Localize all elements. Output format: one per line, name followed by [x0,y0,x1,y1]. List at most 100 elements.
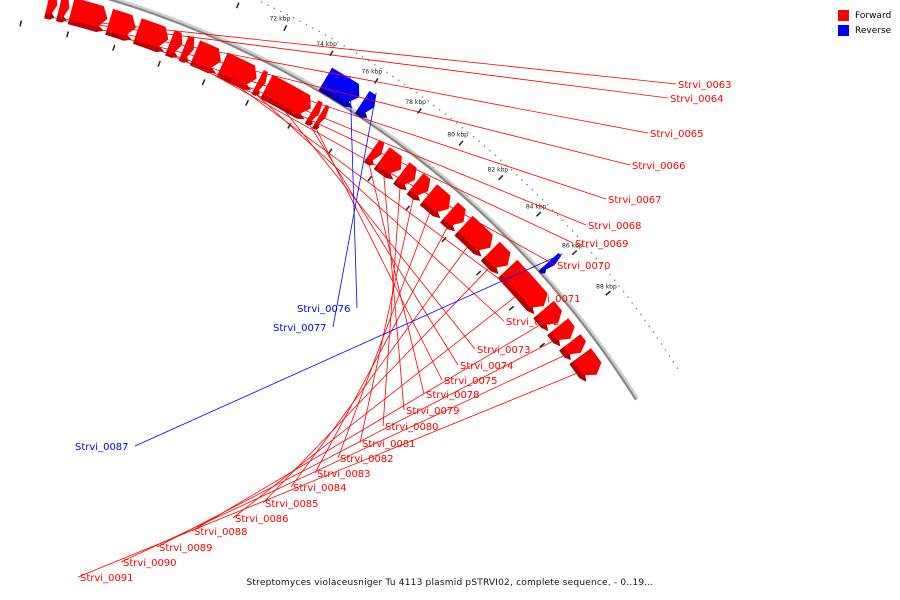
gene-shadow [569,360,587,382]
gene-label[interactable]: Strvi_0085 [265,499,319,510]
dot-mark [415,92,418,94]
gene-label[interactable]: Strvi_0091 [80,573,134,584]
tick-mark-outer [235,2,240,9]
leader-line [282,108,476,350]
dot-mark [337,41,339,43]
dot-mark [500,159,502,161]
gene-arrow [320,67,360,103]
gene-label[interactable]: Strvi_0078 [426,390,480,401]
gene-label[interactable]: Strvi_0069 [575,239,629,250]
gene-strvi-0074[interactable] [304,100,323,126]
gene-strvi-0087[interactable] [538,252,562,274]
gene-strvi-0063[interactable] [44,0,58,20]
gene-label[interactable]: Strvi_0082 [340,454,394,465]
dot-mark [510,169,513,171]
gene-label[interactable]: Strvi_0088 [194,527,248,538]
gene-label[interactable]: Strvi_0070 [557,261,611,272]
gene-label[interactable]: Strvi_0073 [477,345,531,356]
gene-strvi-0077[interactable] [354,90,377,118]
gene-label[interactable]: Strvi_0063 [678,80,732,91]
dot-mark [613,279,616,281]
leader-line [332,92,377,328]
gene-label[interactable]: Strvi_0084 [293,483,347,494]
dot-mark [324,34,327,36]
leader-line [61,20,669,99]
tick-mark-outer [458,140,464,146]
gene-label[interactable]: Strvi_0086 [235,514,289,525]
dot-mark [556,214,559,216]
gene-label[interactable]: Strvi_0075 [444,376,498,387]
gene-strvi-0090[interactable] [559,334,586,361]
gene-label[interactable]: Strvi_0072 [506,317,560,328]
gene-label[interactable]: Strvi_0089 [159,543,213,554]
gene-label[interactable]: Strvi_0079 [406,406,460,417]
dot-mark [433,104,435,107]
dot-mark [656,337,659,339]
leader-line [148,46,607,200]
gene-strvi-0067[interactable] [133,18,169,52]
gene-label[interactable]: Strvi_0080 [385,422,439,433]
dot-mark [640,313,642,316]
gene-label[interactable]: Strvi_0090 [123,558,177,569]
gene-strvi-0079[interactable] [373,147,402,180]
tick-mark-outer [283,25,288,32]
gene-strvi-0083[interactable] [440,202,466,232]
gene-label[interactable]: Strvi_0067 [608,195,662,206]
gene-arrow [262,74,311,115]
tick-mark-inner [367,175,373,182]
gene-strvi-0089[interactable] [547,318,575,347]
gene-strvi-0084[interactable] [454,215,493,257]
gene-arrow [307,100,323,122]
tick-label: 74 kbp [316,41,337,48]
dot-mark [478,140,480,143]
dot-mark [595,257,598,259]
gene-label[interactable]: Strvi_0077 [273,323,327,334]
tick-label: 80 kbp [447,132,468,139]
gene-label[interactable]: Strvi_0065 [650,129,704,140]
gene-strvi-0085[interactable] [480,241,511,275]
gene-strvi-0072[interactable] [251,70,268,96]
gene-label[interactable]: Strvi_0074 [460,361,514,372]
gene-strvi-0076[interactable] [318,67,360,108]
dot-mark [676,367,679,369]
gene-shadow [547,330,561,347]
gene-strvi-0070[interactable] [189,40,221,74]
legend-reverse: Reverse [838,23,891,38]
gene-shadow [533,313,549,332]
dot-mark [267,4,269,6]
gene-strvi-0086[interactable] [497,259,548,315]
gene-strvi-0091[interactable] [569,348,602,382]
leader-line [85,26,649,134]
dot-mark [668,355,671,357]
leader-line [134,253,563,447]
gene-label[interactable]: Strvi_0064 [670,94,724,105]
gene-arrow [551,318,575,341]
tick-mark-outer [417,108,422,114]
gene-label[interactable]: Strvi_0087 [75,442,129,453]
gene-arrow [376,147,402,174]
dot-mark [374,63,376,66]
gene-label[interactable]: Strvi_0071 [527,294,581,305]
gene-shadow [480,255,499,275]
dot-mark [343,44,345,47]
label-leaders [49,17,677,578]
legend-reverse-label: Reverse [855,25,892,36]
tick-mark-inner [112,44,116,51]
gene-strvi-0081[interactable] [406,173,431,201]
gene-strvi-0075[interactable] [312,104,330,130]
dot-mark [551,209,554,211]
gene-arrow [57,0,70,18]
map-caption: Streptomyces violaceusniger Tu 4113 plas… [246,578,654,588]
dot-mark [483,145,486,147]
gene-shadow [440,217,455,232]
dot-mark [260,1,263,3]
gene-strvi-0088[interactable] [533,300,562,332]
leader-line [183,60,574,244]
gene-label[interactable]: Strvi_0068 [588,221,642,232]
gene-strvi-0082[interactable] [419,184,451,219]
gene-label[interactable]: Strvi_0076 [297,304,351,315]
gene-label[interactable]: Strvi_0066 [632,161,686,172]
tick-mark-inner [441,236,447,243]
gene-label[interactable]: Strvi_0081 [362,439,416,450]
gene-label[interactable]: Strvi_0083 [317,469,371,480]
